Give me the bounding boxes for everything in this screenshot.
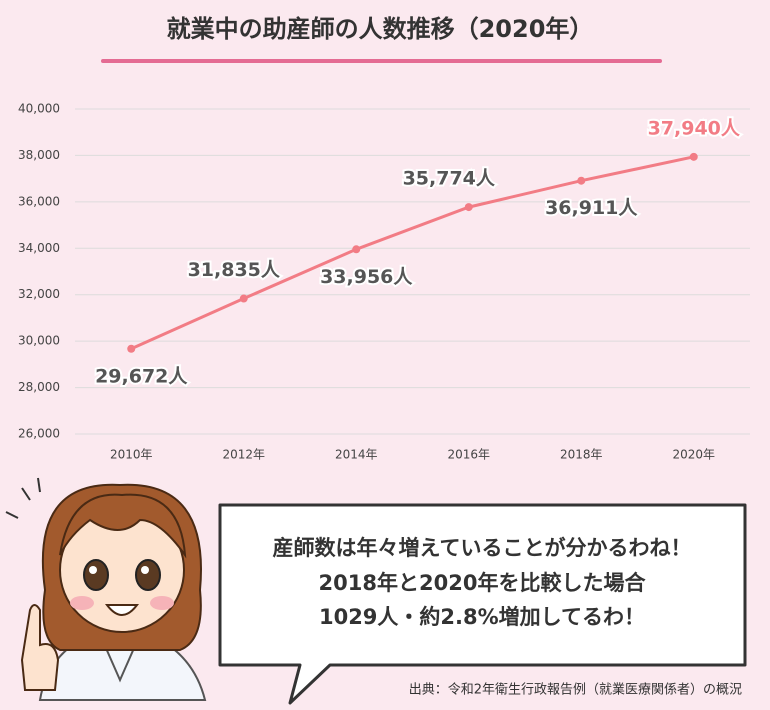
- x-tick-label: 2016年: [447, 448, 490, 462]
- source-note: 出典：令和2年衛生行政報告例（就業医療関係者）の概況: [409, 682, 742, 698]
- x-tick-label: 2014年: [335, 448, 378, 462]
- y-tick-label: 34,000: [18, 241, 60, 255]
- data-point: [127, 344, 136, 353]
- y-tick-label: 26,000: [18, 427, 60, 441]
- value-label: 36,911人: [545, 197, 638, 219]
- y-tick-label: 32,000: [18, 287, 60, 301]
- x-tick-label: 2020年: [672, 448, 715, 462]
- y-tick-label: 36,000: [18, 194, 60, 208]
- character-illustration: [5, 477, 207, 701]
- value-label: 31,835人: [188, 259, 281, 281]
- data-point: [577, 176, 586, 185]
- data-point: [689, 152, 698, 161]
- y-tick-label: 28,000: [18, 380, 60, 394]
- y-tick-label: 40,000: [18, 102, 60, 116]
- data-point: [239, 294, 248, 303]
- x-tick-label: 2012年: [222, 448, 265, 462]
- chart-title: 就業中の助産師の人数推移（2020年）: [167, 15, 594, 43]
- plot-area: 26,000 28,000 30,000 32,000 34,000 36,000 38,0…: [18, 102, 750, 462]
- value-label: 33,956人: [320, 266, 413, 288]
- bubble-line: 1029人・約2.8%増加してるわ！: [319, 605, 645, 629]
- value-label: 37,940人: [648, 117, 741, 139]
- value-label: 35,774人: [403, 168, 496, 190]
- speech-bubble: [218, 503, 747, 705]
- bubble-line: 産師数は年々増えていることが分かるわね！: [273, 536, 692, 560]
- x-tick-label: 2010年: [110, 448, 153, 462]
- value-label: 29,672人: [95, 365, 188, 387]
- x-tick-label: 2018年: [560, 448, 603, 462]
- data-line: [130, 155, 695, 351]
- y-tick-label: 30,000: [18, 334, 60, 348]
- y-tick-label: 38,000: [18, 148, 60, 162]
- bubble-line: 2018年と2020年を比較した場合: [319, 571, 647, 595]
- data-point: [352, 245, 361, 254]
- data-point: [464, 203, 473, 212]
